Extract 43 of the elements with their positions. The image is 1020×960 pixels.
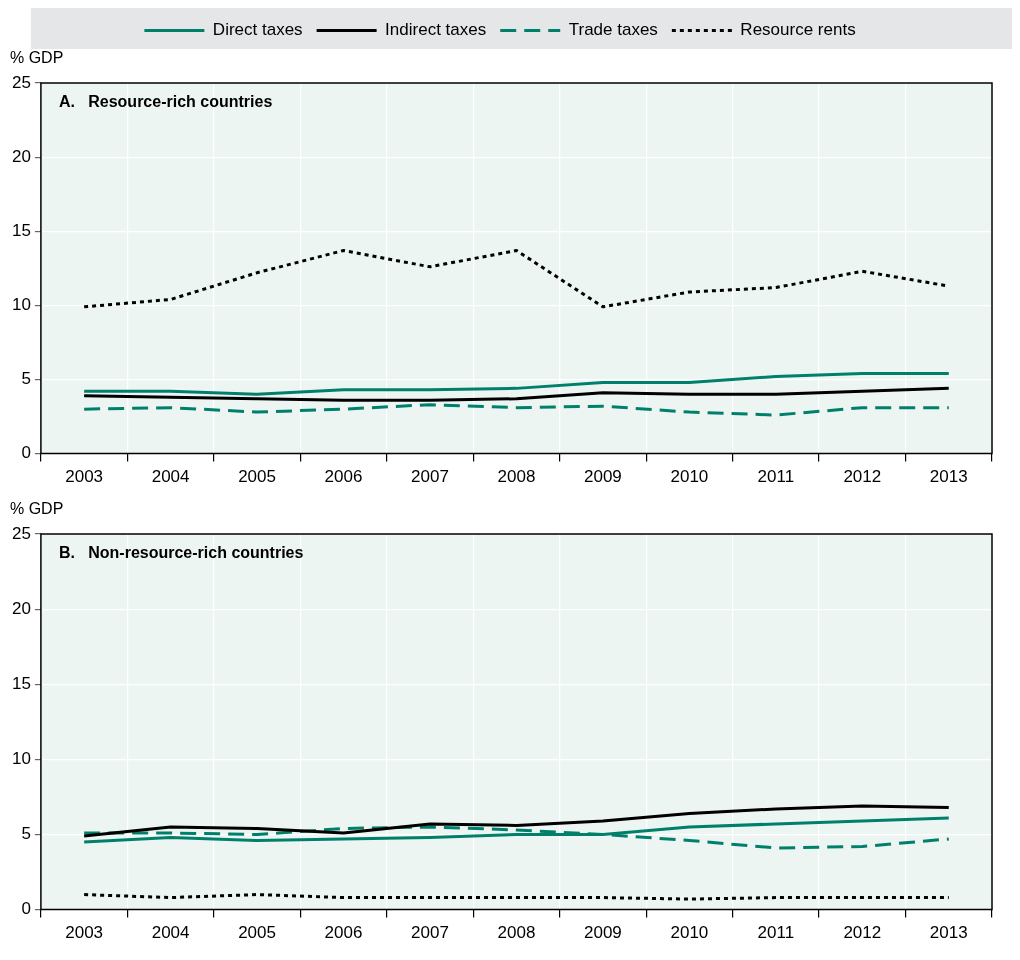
legend-label: Direct taxes [212,20,303,40]
x-tick-label: 2007 [411,923,449,943]
y-tick-label: 20 [11,146,31,166]
y-tick-label: 5 [21,824,31,844]
y-tick-label: 0 [21,899,31,919]
x-tick-label: 2005 [238,467,276,487]
x-tick-label: 2010 [670,923,709,943]
x-tick-label: 2013 [929,923,968,943]
x-tick-label: 2011 [757,467,795,487]
text: A. Resource-rich countries [58,93,273,111]
legend-label: Resource rents [740,20,856,40]
x-tick-label: 2012 [843,467,882,487]
y-tick-label: 25 [11,72,31,92]
x-tick-label: 2008 [497,467,536,487]
x-tick-label: 2005 [238,923,276,943]
x-tick-label: 2008 [497,923,536,943]
y-axis-title: % GDP [10,49,64,67]
y-tick-label: 0 [21,443,31,463]
y-tick-label: 5 [21,369,31,389]
x-tick-label: 2003 [65,923,104,943]
x-tick-label: 2004 [151,923,190,943]
x-tick-label: 2009 [584,467,622,487]
x-tick-label: 2006 [324,467,363,487]
y-tick-label: 15 [11,220,31,240]
y-tick-label: 20 [11,598,31,618]
x-tick-label: 2004 [151,467,190,487]
y-axis-title: % GDP [10,500,64,518]
x-tick-label: 2012 [843,923,882,943]
x-tick-label: 2003 [65,467,104,487]
x-tick-label: 2006 [324,923,363,943]
x-tick-label: 2009 [584,923,622,943]
x-tick-label: 2011 [757,923,795,943]
y-tick-label: 10 [11,749,31,769]
y-tick-label: 15 [11,673,31,693]
x-tick-label: 2007 [411,467,449,487]
y-tick-label: 25 [11,523,31,543]
text: B. Non-resource-rich countries [58,544,304,562]
y-tick-label: 10 [11,295,31,315]
x-tick-label: 2010 [670,467,709,487]
legend-label: Trade taxes [568,20,658,40]
x-tick-label: 2013 [929,467,968,487]
legend-label: Indirect taxes [385,20,487,40]
line-series [82,403,951,417]
